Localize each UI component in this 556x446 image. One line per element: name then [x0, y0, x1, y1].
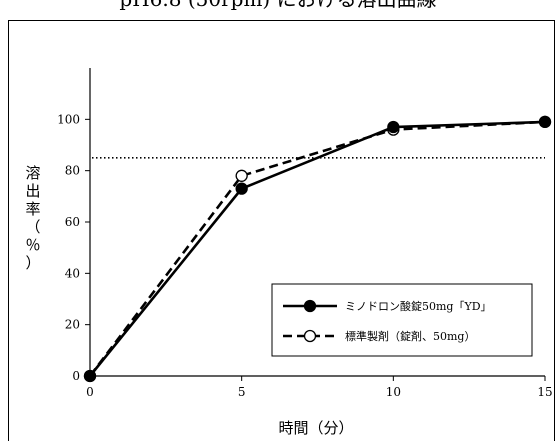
- chart-caption-cut: pH6.8 (50rpm) における溶出曲線: [119, 0, 436, 11]
- y-tick-label: 20: [65, 318, 80, 332]
- x-tick-label: 5: [238, 385, 246, 399]
- y-tick-label: 0: [72, 369, 80, 383]
- series-point: [387, 120, 400, 134]
- legend-marker: [303, 299, 317, 313]
- legend-box: [271, 283, 533, 357]
- series-point: [235, 182, 248, 195]
- series-point: [235, 169, 248, 182]
- series-line: [88, 120, 546, 377]
- y-tick-label: 40: [65, 266, 80, 280]
- x-tick-label: 15: [537, 385, 552, 399]
- legend-label: 標準製剤（錠剤、50mg）: [345, 329, 475, 343]
- series-line: [88, 120, 546, 377]
- x-tick-label: 0: [86, 385, 94, 399]
- chart-frame: [8, 20, 555, 446]
- series-point: [538, 115, 552, 129]
- y-tick-label: 80: [65, 164, 80, 178]
- legend: ミノドロン酸錠50mg「YD」標準製剤（錠剤、50mg）: [271, 283, 533, 357]
- legend-label: ミノドロン酸錠50mg「YD」: [345, 299, 492, 313]
- y-tick-label: 60: [65, 215, 80, 229]
- legend-marker: [303, 329, 317, 343]
- x-axis-title: 時間（分）: [278, 419, 353, 437]
- x-tick-label: 10: [386, 385, 401, 399]
- series-point: [83, 369, 97, 383]
- y-ticks: 0 20 40 60 80 100: [57, 112, 90, 383]
- x-ticks: 0 5 10 15: [86, 376, 553, 399]
- y-tick-label: 100: [57, 112, 80, 126]
- series-layer: [83, 115, 552, 383]
- y-axis-title: 溶出率（％）: [25, 164, 40, 272]
